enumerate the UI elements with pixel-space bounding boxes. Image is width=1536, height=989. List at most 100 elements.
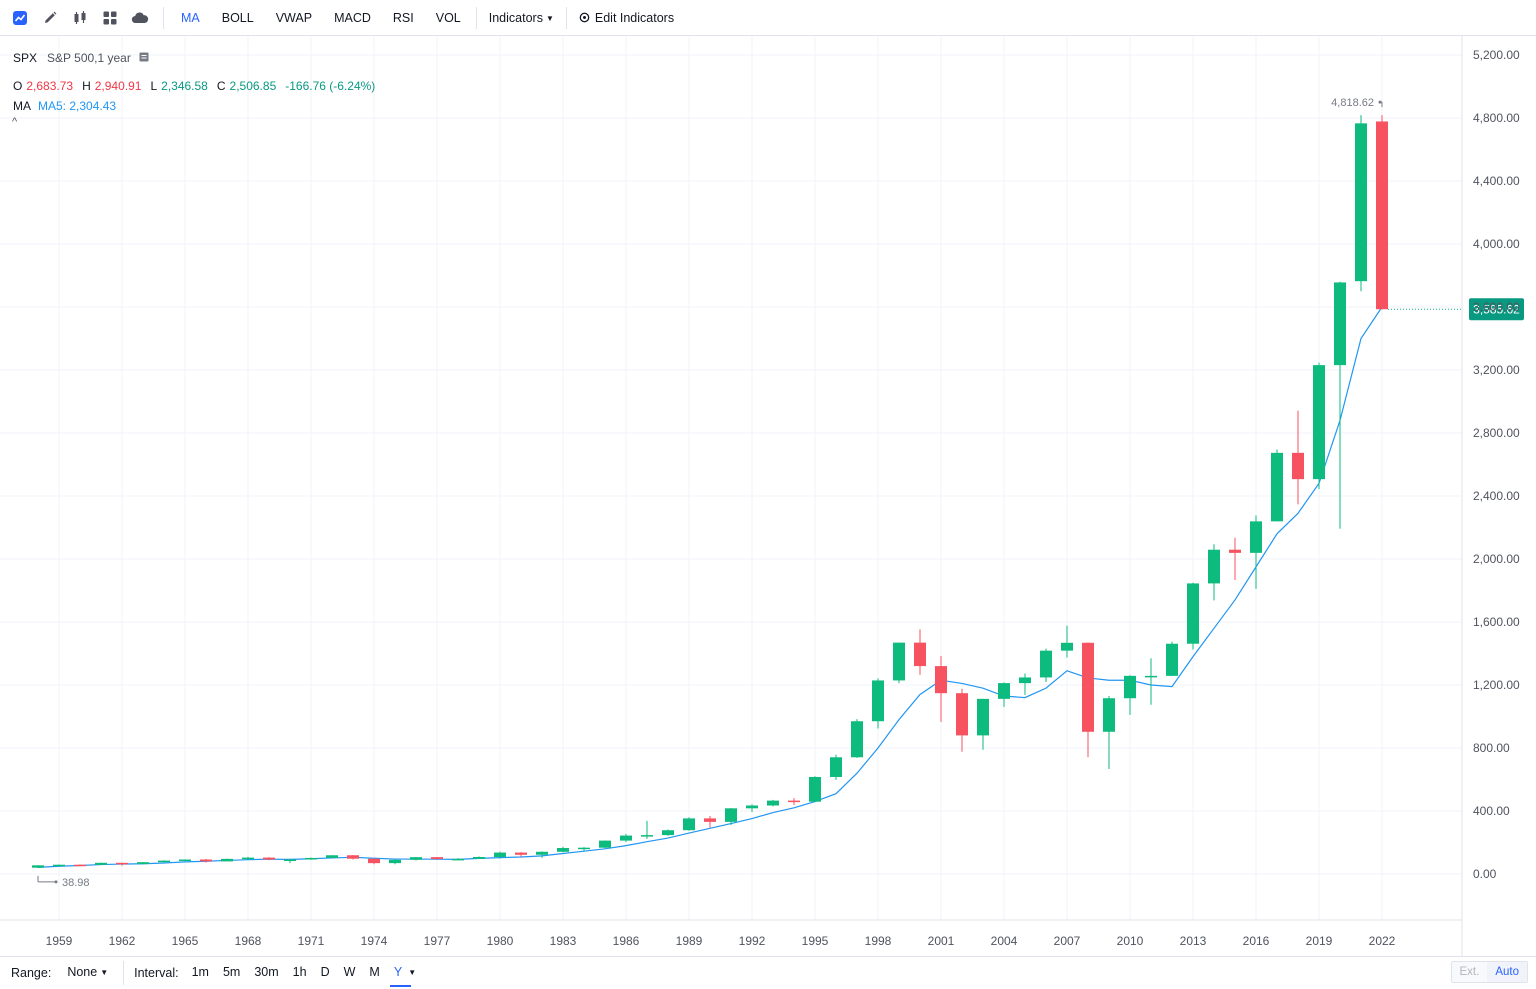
time-tick-label: 2010 — [1117, 934, 1144, 948]
candle-body — [578, 847, 590, 850]
candle — [1040, 648, 1052, 683]
grid-icon[interactable] — [95, 3, 125, 33]
ext-button[interactable]: Ext. — [1451, 962, 1488, 982]
interval-30m[interactable]: 30m — [254, 964, 279, 979]
price-axis[interactable]: 5,200.00 4,800.00 4,400.00 4,000.00 3,600.00… — [1461, 36, 1520, 956]
candle — [893, 642, 905, 684]
candle — [95, 862, 107, 865]
interval-d[interactable]: D — [320, 964, 330, 979]
cloud-icon[interactable] — [125, 3, 155, 33]
candle — [809, 776, 821, 802]
candle — [767, 799, 779, 807]
price-tick-label: 4,000.00 — [1473, 237, 1520, 251]
macd-button[interactable]: MACD — [334, 10, 371, 25]
candle — [1376, 115, 1388, 310]
candle-body — [704, 818, 716, 822]
price-tick-label: 5,200.00 — [1473, 48, 1520, 62]
candle-body — [1019, 677, 1031, 684]
candle-body — [137, 862, 149, 865]
interval-5m[interactable]: 5m — [222, 964, 241, 979]
candle — [53, 864, 65, 867]
edit-indicators-label: Edit Indicators — [594, 10, 675, 25]
price-tick-label: 2,000.00 — [1473, 552, 1520, 566]
candle — [683, 817, 695, 831]
candle — [1355, 115, 1367, 292]
candle-body — [914, 642, 926, 667]
candle — [179, 859, 191, 862]
candle-body — [872, 680, 884, 722]
candles-icon[interactable] — [65, 3, 95, 33]
bottom-separator — [123, 960, 125, 985]
candle-body — [1103, 698, 1115, 732]
candle-body — [536, 851, 548, 855]
price-tick-label: 3,200.00 — [1473, 363, 1520, 377]
vol-button[interactable]: VOL — [435, 10, 461, 25]
vwap-button[interactable]: VWAP — [275, 10, 313, 25]
time-tick-label: 2007 — [1054, 934, 1081, 948]
candle-body — [368, 858, 380, 864]
candle — [1208, 544, 1220, 601]
time-tick-label: 2001 — [928, 934, 955, 948]
low-marker-dot — [54, 880, 58, 884]
pencil-icon[interactable] — [35, 3, 65, 33]
candle — [158, 860, 170, 863]
candle-body — [326, 855, 338, 858]
range-dropdown[interactable]: None ▼ — [67, 964, 109, 979]
low-label: L — [150, 79, 158, 93]
last-price-label: 3,585.62 — [1473, 303, 1520, 317]
toolbar-separator — [163, 6, 164, 29]
candle — [494, 851, 506, 859]
candle-body — [1187, 583, 1199, 644]
time-tick-label: 1983 — [550, 934, 577, 948]
candle-body — [1208, 549, 1220, 584]
candle — [368, 858, 380, 865]
last-price-badge — [1469, 298, 1524, 321]
interval-1h[interactable]: 1h — [292, 964, 307, 979]
time-tick-label: 1959 — [46, 934, 73, 948]
time-tick-label: 1977 — [424, 934, 451, 948]
legend-collapse-toggle[interactable]: ^ — [12, 116, 18, 128]
time-tick-label: 2019 — [1306, 934, 1333, 948]
chart-line-icon[interactable] — [5, 3, 35, 33]
candle — [242, 856, 254, 861]
candle-body — [1292, 452, 1304, 480]
candle — [410, 856, 422, 861]
candle-body — [935, 666, 947, 694]
candle — [221, 858, 233, 862]
ma-row: MA MA5: 2,304.43 — [13, 96, 384, 116]
interval-y[interactable]: Y ▼ — [387, 957, 423, 989]
price-chart[interactable]: 3,585.62 4,818.62 38.98 5,200.00 4,800.00 4,… — [0, 36, 1536, 956]
interval-1m[interactable]: 1m — [191, 964, 209, 979]
candle-body — [158, 860, 170, 863]
candle-body — [515, 852, 527, 855]
open-value: 2,683.73 — [26, 79, 74, 93]
candle — [599, 840, 611, 849]
candle-body — [767, 800, 779, 806]
candle-body — [977, 698, 989, 736]
candle — [452, 858, 464, 861]
chart-area[interactable]: 3,585.62 4,818.62 38.98 5,200.00 4,800.00 4,… — [0, 36, 1536, 956]
candle — [32, 865, 44, 868]
candle — [347, 854, 359, 860]
ohlc-row: O 2,683.73 H 2,940.91 L 2,346.58 C 2,506… — [13, 76, 384, 96]
interval-m[interactable]: M — [369, 964, 380, 979]
candle — [1124, 675, 1136, 715]
time-axis[interactable]: 1959 1962 1965 1968 1971 1974 1977 1980 1983 1986… — [0, 919, 1462, 948]
candle — [389, 858, 401, 865]
boll-button[interactable]: BOLL — [221, 10, 254, 25]
candle — [326, 855, 338, 859]
auto-button[interactable]: Auto — [1487, 962, 1527, 982]
rsi-button[interactable]: RSI — [392, 10, 414, 25]
edit-indicators-button[interactable]: Edit Indicators — [568, 0, 685, 36]
candle — [872, 678, 884, 729]
candle-body — [599, 840, 611, 848]
candle-body — [1040, 650, 1052, 678]
list-icon[interactable] — [139, 52, 149, 62]
interval-w[interactable]: W — [343, 964, 356, 979]
legend-title-row: SPX S&P 500,1 year — [13, 48, 384, 68]
indicators-dropdown[interactable]: Indicators ▼ — [478, 0, 565, 36]
ma-button[interactable]: MA — [181, 10, 200, 25]
ma-line-layer — [37, 306, 1383, 868]
candle-body — [473, 856, 485, 859]
candle — [641, 820, 653, 839]
